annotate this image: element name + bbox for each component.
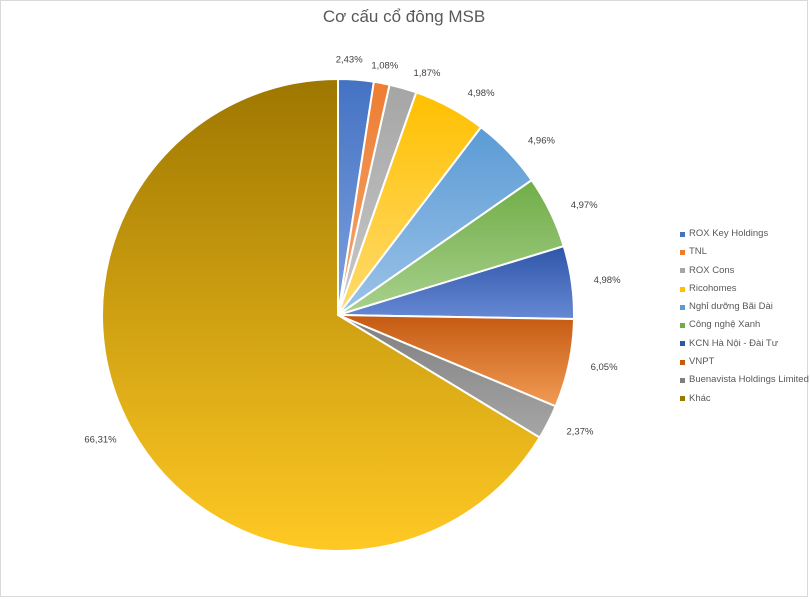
- legend-item-cong-nghe-xanh: Công nghệ Xanh: [680, 316, 809, 334]
- data-label-khac: 66,31%: [84, 435, 117, 446]
- data-label-tnl: 1,08%: [371, 60, 398, 71]
- legend-swatch: [680, 323, 685, 329]
- legend-swatch: [680, 304, 685, 310]
- legend-swatch: [680, 268, 685, 274]
- pie-slices: [101, 77, 575, 552]
- legend-item-buenavista-holdings-limited: Buenavista Holdings Limited: [680, 371, 809, 389]
- legend-item-ricohomes: Ricohomes: [680, 280, 809, 298]
- legend-label: Ricohomes: [689, 282, 737, 294]
- data-label-vnpt: 6,05%: [591, 362, 618, 373]
- data-label-ricohomes: 4,98%: [468, 88, 495, 99]
- legend-label: ROX Key Holdings: [689, 228, 769, 239]
- legend-label: KCN Hà Nội - Đài Tư: [689, 337, 779, 349]
- legend-item-kcn-ha-noi-dai-tu: KCN Hà Nội - Đài Tư: [680, 335, 809, 353]
- data-label-rox-cons: 1,87%: [414, 68, 441, 79]
- legend-label: Công nghệ Xanh: [689, 319, 761, 331]
- legend-swatch: [680, 341, 685, 347]
- legend-item-tnl: TNL: [680, 243, 809, 261]
- data-label-buenavista-holdings-limited: 2,37%: [567, 427, 594, 438]
- legend-label: TNL: [689, 246, 707, 258]
- legend-item-vnpt: VNPT: [680, 353, 809, 371]
- data-label-nghi-duong-bai-dai: 4,96%: [528, 136, 555, 147]
- legend-swatch: [680, 378, 685, 384]
- legend-item-rox-key-holdings: ROX Key Holdings: [680, 225, 809, 243]
- legend-swatch: [680, 231, 685, 237]
- legend-label: Buenavista Holdings Limited: [689, 374, 809, 386]
- legend-label: ROX Cons: [689, 264, 735, 276]
- legend-item-rox-cons: ROX Cons: [680, 262, 809, 280]
- legend-label: Nghỉ dưỡng Bãi Dài: [689, 301, 773, 313]
- legend-swatch: [680, 359, 685, 365]
- legend-item-nghi-duong-bai-dai: Nghỉ dưỡng Bãi Dài: [680, 298, 809, 316]
- pie-slice-khac: [101, 77, 542, 552]
- legend-label: Khác: [689, 392, 711, 404]
- data-label-rox-key-holdings: 2,43%: [336, 55, 363, 66]
- legend-label: VNPT: [689, 356, 715, 368]
- legend-swatch: [680, 396, 685, 402]
- chart-title: Cơ cấu cổ đông MSB: [322, 7, 486, 26]
- legend-swatch: [680, 286, 685, 292]
- legend-item-khac: Khác: [680, 390, 809, 408]
- pie-data-labels: 2,43% 1,08% 1,87% 4,98% 4,96% 4,97% 4,98% 6,05%…: [84, 55, 621, 446]
- data-label-cong-nghe-xanh: 4,97%: [571, 200, 598, 211]
- legend: ROX Key Holdings TNL ROX Cons Ricohomes Nghỉ…: [680, 225, 809, 408]
- legend-swatch: [680, 249, 685, 255]
- data-label-kcn-ha-noi-dai-tu: 4,98%: [594, 275, 621, 286]
